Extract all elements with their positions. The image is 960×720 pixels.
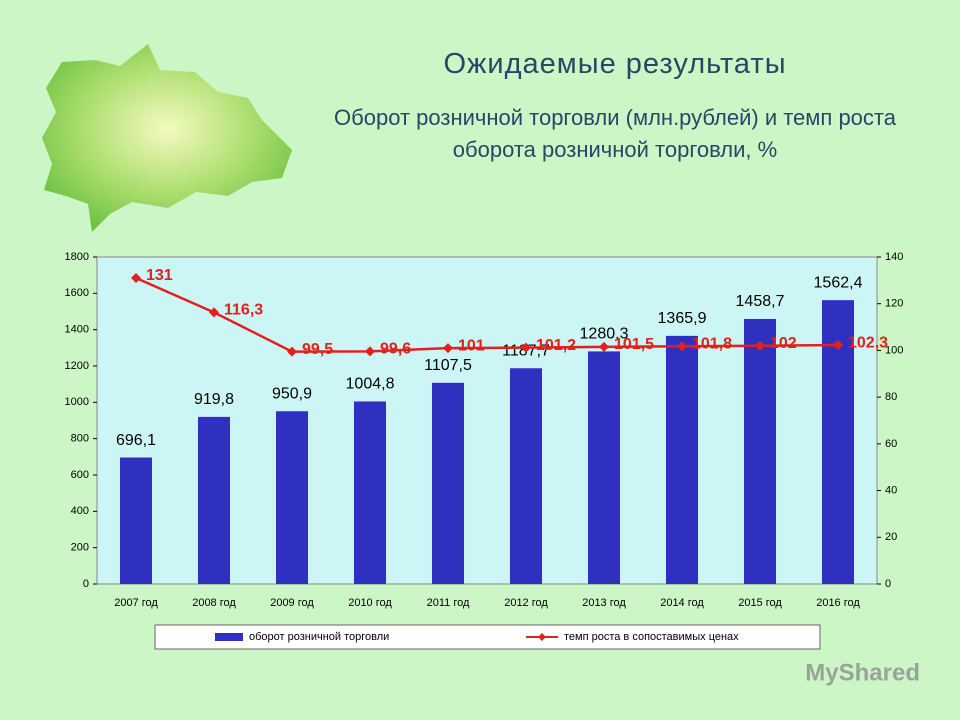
- bar-value-label: 1004,8: [346, 376, 395, 393]
- line-value-label: 99,6: [380, 341, 411, 358]
- line-marker: [599, 341, 609, 352]
- y-tick-label: 600: [71, 469, 89, 481]
- y-tick-label: 1400: [65, 324, 89, 336]
- y2-tick-label: 80: [885, 391, 897, 403]
- watermark: MyShared: [805, 659, 920, 686]
- legend-swatch: [538, 633, 546, 641]
- legend-swatch: [215, 633, 243, 641]
- y2-tick-label: 60: [885, 438, 897, 450]
- line-marker: [209, 307, 219, 318]
- bar: [276, 411, 308, 584]
- x-tick-label: 2008 год: [192, 597, 236, 609]
- legend-label: оборот розничной торговли: [249, 631, 389, 643]
- line-marker: [287, 346, 297, 357]
- line-value-label: 102,3: [848, 334, 888, 351]
- y-tick-label: 800: [71, 433, 89, 445]
- y2-tick-label: 140: [885, 251, 903, 263]
- x-tick-label: 2013 год: [582, 597, 626, 609]
- bar-value-label: 1365,9: [658, 310, 707, 327]
- line-marker: [521, 342, 531, 353]
- bar: [666, 335, 698, 584]
- x-tick-label: 2014 год: [660, 597, 704, 609]
- line-value-label: 102: [770, 335, 797, 352]
- legend-label: темп роста в сопоставимых ценах: [564, 631, 739, 643]
- line-marker: [755, 340, 765, 351]
- y-tick-label: 1200: [65, 360, 89, 372]
- bar: [198, 416, 230, 584]
- y2-tick-label: 0: [885, 578, 891, 590]
- y2-tick-label: 100: [885, 344, 903, 356]
- x-tick-label: 2009 год: [270, 597, 314, 609]
- bar: [588, 351, 620, 584]
- line-value-label: 101,2: [536, 337, 576, 354]
- bar-value-label: 1458,7: [736, 293, 785, 310]
- bar: [354, 401, 386, 584]
- bar-value-label: 950,9: [272, 385, 312, 402]
- line-marker: [443, 343, 453, 354]
- line: [135, 276, 839, 353]
- bar: [744, 319, 776, 584]
- y-tick-label: 1000: [65, 396, 89, 408]
- x-tick-label: 2012 год: [504, 597, 548, 609]
- y-tick-label: 200: [71, 542, 89, 554]
- y-tick-label: 0: [83, 578, 89, 590]
- bar-value-label: 1280.3: [580, 326, 629, 343]
- y2-tick-label: 40: [885, 484, 897, 496]
- bar: [120, 457, 152, 584]
- bar-value-label: 1562,4: [814, 274, 863, 291]
- line-value-label: 131: [146, 267, 173, 284]
- line-value-label: 101: [458, 337, 485, 354]
- line-marker: [365, 346, 375, 357]
- line-marker: [131, 273, 141, 284]
- title: Ожидаемые результаты: [443, 48, 787, 80]
- x-tick-label: 2015 год: [738, 597, 782, 609]
- line-value-label: 101,5: [614, 336, 654, 353]
- region-map: [42, 44, 292, 232]
- x-tick-label: 2016 год: [816, 597, 860, 609]
- subtitle: Оборот розничной торговли (млн.рублей) и…: [334, 105, 896, 162]
- y2-tick-label: 120: [885, 298, 903, 310]
- bar: [432, 382, 464, 584]
- y-tick-label: 1800: [65, 251, 89, 263]
- y2-tick-label: 20: [885, 531, 897, 543]
- bar-value-label: 696,1: [116, 432, 156, 449]
- x-tick-label: 2010 год: [348, 597, 392, 609]
- line-marker: [833, 340, 843, 351]
- legend: [154, 624, 821, 650]
- line-value-label: 116,3: [224, 302, 263, 319]
- x-tick-label: 2007 год: [114, 597, 158, 609]
- line-marker: [677, 341, 687, 352]
- y-tick-label: 1600: [65, 287, 89, 299]
- y-tick-label: 400: [71, 505, 89, 517]
- bar-value-label: 1107,5: [424, 357, 472, 374]
- line-value-label: 99,5: [302, 341, 333, 358]
- line-value-label: 101,8: [692, 335, 732, 352]
- bar: [510, 368, 542, 584]
- x-tick-label: 2011 год: [427, 597, 470, 609]
- bar-value-label: 919,8: [194, 391, 234, 408]
